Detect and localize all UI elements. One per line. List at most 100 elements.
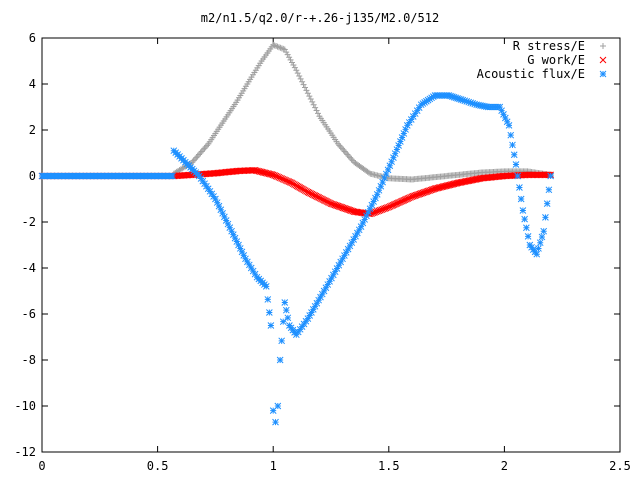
data-point (454, 179, 462, 187)
data-point (298, 323, 306, 331)
data-point (341, 252, 348, 259)
data-point (536, 239, 544, 247)
data-point (469, 100, 477, 107)
data-point (318, 290, 326, 298)
data-point (533, 250, 541, 258)
data-point (284, 314, 292, 322)
y-tick-label: 2 (29, 123, 36, 137)
data-point (415, 104, 423, 112)
legend-label: G work/E (527, 53, 585, 67)
data-point (236, 245, 244, 252)
data-point (455, 95, 463, 103)
data-point (249, 267, 257, 275)
data-point (460, 178, 467, 186)
data-point (542, 214, 549, 221)
data-point (278, 45, 285, 52)
data-point (337, 258, 345, 266)
data-point (217, 206, 225, 214)
data-point (294, 70, 301, 77)
data-point (402, 126, 409, 133)
data-point (449, 93, 456, 101)
data-point (379, 178, 386, 186)
legend-marker (599, 56, 607, 64)
data-point (457, 179, 465, 186)
data-point (310, 101, 317, 108)
data-point (519, 207, 527, 214)
data-point (311, 302, 319, 310)
data-point (212, 195, 219, 203)
data-point (361, 216, 369, 223)
data-point (471, 100, 479, 108)
x-tick-label: 1.5 (378, 459, 400, 473)
data-point (273, 43, 280, 50)
data-point (373, 191, 381, 198)
data-point (377, 182, 385, 190)
data-point (300, 81, 307, 88)
data-point (547, 172, 554, 180)
x-tick-label: 0 (38, 459, 45, 473)
y-tick-label: -10 (14, 399, 36, 413)
data-point (331, 268, 339, 276)
data-point (386, 162, 394, 170)
data-point (469, 176, 477, 184)
data-point (228, 227, 235, 235)
data-point (279, 318, 287, 326)
data-point (329, 271, 337, 279)
data-point (382, 170, 390, 178)
data-point (210, 193, 217, 200)
data-point (458, 178, 466, 186)
data-point (231, 234, 239, 242)
x-tick-label: 2.5 (609, 459, 631, 473)
data-point (313, 107, 320, 114)
data-point (235, 241, 242, 249)
data-point (366, 205, 374, 213)
data-point (292, 331, 300, 339)
data-point (350, 236, 358, 243)
data-point (219, 209, 226, 217)
data-point (233, 238, 241, 245)
data-point (301, 84, 308, 91)
y-tick-label: 4 (29, 77, 36, 91)
data-point (381, 174, 388, 182)
data-point (467, 177, 474, 184)
data-point (403, 122, 411, 129)
data-point (274, 402, 282, 410)
legend-marker (600, 43, 606, 49)
data-point (264, 296, 272, 303)
data-point (543, 200, 551, 207)
data-point (320, 287, 328, 295)
data-point (328, 274, 335, 282)
data-point (355, 226, 363, 234)
data-point (384, 166, 392, 174)
data-point (359, 219, 367, 227)
y-axis: 6 4 2 0 -2 -4 -6 -8 -10 -12 (14, 31, 620, 459)
data-point (405, 119, 413, 126)
data-point (398, 134, 406, 141)
data-point (370, 198, 377, 205)
data-point (372, 194, 379, 202)
data-point (271, 42, 278, 49)
plot-area-frame (41, 37, 621, 453)
data-point (461, 178, 469, 185)
legend-label: Acoustic flux/E (477, 67, 585, 81)
data-point (468, 176, 476, 184)
data-point (208, 190, 216, 198)
data-point (501, 114, 509, 122)
data-point (306, 93, 313, 100)
data-point (294, 328, 302, 336)
data-point (521, 215, 528, 223)
data-point (302, 317, 310, 325)
legend-label: R stress/E (513, 39, 585, 53)
data-point (333, 265, 341, 272)
chart-title: m2/n1.5/q2.0/r-+.26-j135/M2.0/512 (201, 11, 439, 25)
data-point (545, 186, 553, 194)
data-point (262, 283, 270, 290)
data-point (500, 111, 507, 118)
data-point (452, 94, 460, 102)
data-point (290, 62, 297, 69)
data-point (283, 49, 290, 56)
data-point (463, 98, 471, 105)
data-point (240, 251, 248, 259)
